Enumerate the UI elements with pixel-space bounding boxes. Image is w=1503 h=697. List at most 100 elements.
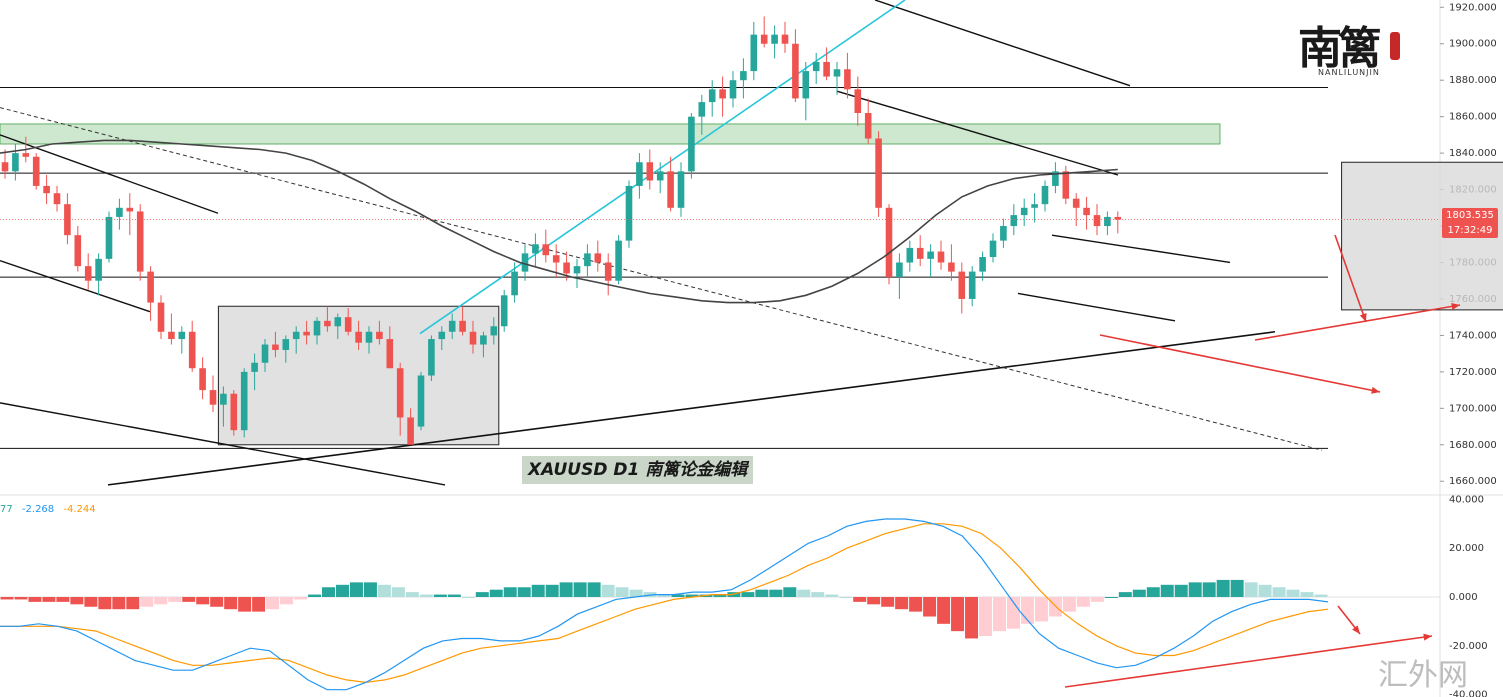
candle-down (407, 417, 414, 445)
macd-histogram-bar (615, 587, 629, 597)
macd-histogram-bar (1104, 597, 1118, 598)
macd-histogram-bar (601, 584, 615, 597)
candle-down (875, 138, 882, 208)
macd-histogram-bar (433, 594, 447, 597)
consolidation-box (1341, 161, 1503, 311)
site-watermark: 汇外网 (1378, 658, 1468, 693)
candle-down (916, 247, 924, 259)
candle-down (53, 193, 61, 205)
candle-down (32, 156, 40, 186)
candle-down (885, 207, 893, 278)
candle-up (334, 317, 342, 327)
macd-histogram-bar (1090, 597, 1104, 602)
price-tick-label: 1740.000 (1449, 330, 1497, 341)
macd-histogram-bar (322, 587, 335, 597)
candle-up (573, 266, 581, 274)
candle-down (844, 69, 851, 90)
macd-histogram-bar (1034, 597, 1048, 622)
trend-line (836, 90, 1119, 176)
macd-histogram-bar (769, 589, 783, 597)
support-trend-line (107, 330, 1276, 486)
macd-histogram-bar (573, 582, 587, 597)
price-tick-label: 1720.000 (1449, 367, 1497, 378)
macd-histogram-bar (1188, 582, 1202, 597)
macd-histogram-bar (210, 597, 224, 607)
candle-up (521, 253, 529, 272)
candle-down (854, 89, 862, 114)
macd-tick-label: -40.000 (1449, 690, 1488, 697)
candle-down (64, 204, 71, 236)
candle-up (927, 251, 934, 259)
candle-up (116, 207, 123, 217)
candle-up (12, 153, 19, 172)
candle-up (438, 331, 446, 340)
macd-histogram-bar (1314, 594, 1328, 597)
macd-histogram-bar (1132, 589, 1146, 597)
macd-projection-arrow (1064, 635, 1433, 688)
candle-up (989, 240, 997, 258)
candle-down (188, 331, 196, 369)
macd-histogram-bar (1300, 592, 1314, 597)
candle-down (823, 61, 830, 77)
macd-histogram-bar (112, 597, 126, 610)
candle-down (43, 185, 50, 194)
macd-histogram-bar (475, 592, 489, 597)
macd-histogram-bar (979, 597, 993, 637)
brand-logo: 南篱 NANLILUNJIN (1290, 10, 1430, 90)
macd-histogram-bar (308, 594, 322, 597)
candle-up (677, 171, 685, 208)
candle-down (209, 390, 217, 405)
projection-arrow (1099, 334, 1381, 393)
candle-down (1062, 171, 1070, 199)
candle-down (948, 262, 955, 272)
candle-down (199, 368, 206, 391)
logo-subtext: NANLILUNJIN (1318, 68, 1380, 77)
candle-up (636, 162, 643, 186)
macd-histogram-bar (881, 597, 895, 607)
price-tick-label: 1700.000 (1449, 403, 1497, 414)
macd-histogram-bar (1006, 597, 1020, 629)
macd-histogram-bar (909, 597, 923, 612)
macd-histogram-bar (349, 582, 363, 597)
candle-up (771, 34, 778, 44)
macd-histogram-bar (419, 594, 433, 597)
trend-line (0, 260, 151, 313)
macd-histogram-bar (391, 587, 405, 597)
candle-up (448, 320, 456, 332)
candle-down (781, 34, 789, 44)
macd-legend: 77 -2.268 -4.244 (0, 504, 102, 515)
candle-up (251, 362, 258, 372)
candle-up (750, 34, 758, 72)
macd-histogram-bar (196, 597, 210, 605)
candle-down (22, 153, 30, 157)
candle-up (1104, 216, 1111, 227)
uptrend-channel-line (419, 0, 906, 335)
candle-down (958, 271, 966, 299)
candle-up (615, 240, 622, 281)
macd-histogram-bar (1076, 597, 1090, 607)
macd-histogram-bar (1174, 584, 1188, 597)
projection-arrow (1334, 234, 1367, 323)
trend-line (1051, 234, 1231, 264)
macd-line (0, 518, 1329, 691)
macd-histogram-bar (993, 597, 1006, 632)
price-tick-label: 1920.000 (1449, 2, 1497, 13)
candle-up (979, 257, 986, 272)
candle-down (1072, 198, 1080, 208)
candle-up (511, 271, 518, 296)
macd-histogram-bar (1258, 584, 1272, 597)
candle-down (230, 393, 238, 431)
candle-down (386, 339, 394, 369)
projection-arrow-head (1371, 386, 1380, 394)
candle-up (812, 61, 820, 72)
macd-histogram-bar (629, 589, 643, 597)
candle-down (594, 253, 602, 263)
candle-up (220, 393, 227, 405)
candle-up (490, 326, 498, 336)
macd-histogram-bar (755, 589, 769, 597)
candle-down (1, 162, 9, 172)
candle-down (396, 368, 404, 418)
candle-up (105, 216, 113, 259)
